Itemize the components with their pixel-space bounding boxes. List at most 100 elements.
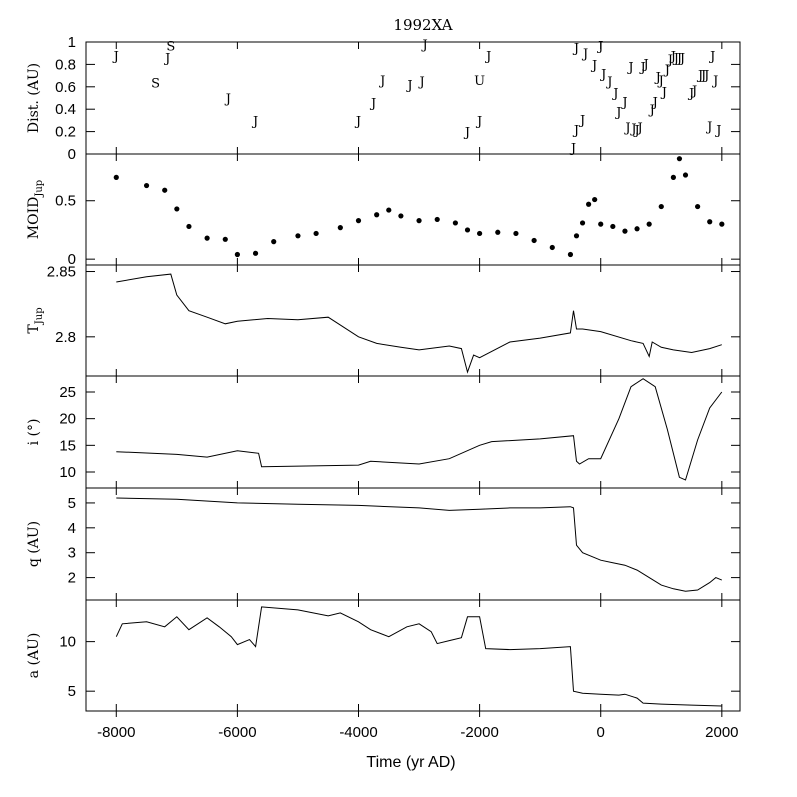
moid-point [477,230,483,237]
encounter-label: J [690,84,697,99]
y-tick-label-tjup: 2.8 [55,329,76,346]
encounter-label: J [654,71,661,86]
moid-point [586,201,592,207]
y-tick-label-a: 10 [59,634,76,651]
moid-point [174,206,180,212]
encounter-label: J [642,57,649,72]
panel-frame-q [85,487,741,601]
panel-inc: 10 15 20 25 i (°) [26,375,741,489]
y-tick-label-q: 5 [68,495,76,512]
moid-point [676,156,683,162]
panel-q: 2 3 4 5 q (AU) [26,487,741,601]
y-tick-label-inc: 25 [59,384,76,401]
y-tick-label-moid: 0.5 [55,193,76,210]
moid-point [143,182,150,189]
encounter-label: J [666,53,673,68]
moid-point [252,250,259,256]
series-line-tjup [116,273,722,374]
encounter-label: J [405,79,412,94]
y-tick-label-dist: 0.4 [55,101,76,118]
encounter-label: J [224,92,231,107]
y-tick-label-dist: 0.8 [55,56,76,73]
series-line-q [116,497,722,592]
moid-point [670,174,676,180]
moid-point [295,233,301,239]
y-tick-label-inc: 15 [59,437,76,454]
encounter-label: J [687,86,694,101]
moid-point [634,226,640,232]
encounter-label: J [605,75,612,90]
moid-point [495,229,501,235]
encounter-label: J [611,86,618,101]
series-line-inc [116,378,723,481]
moid-point [658,203,664,210]
x-axis-label: Time (yr AD) [366,754,455,771]
moid-point [549,244,555,251]
moid-point [592,196,598,203]
moid-point [646,221,652,227]
encounter-label: J [378,74,385,89]
y-axis-label-a: a (AU) [26,633,42,679]
y-tick-label-dist: 0 [68,146,76,163]
moid-point [386,207,392,213]
encounter-label: J [463,126,470,141]
panel-frame-dist [85,41,741,155]
encounter-label: S [166,39,175,54]
y-tick-label-moid: 0 [68,251,76,268]
encounter-label: J [578,113,585,128]
moid-point [622,228,628,234]
y-tick-label-dist: 1 [68,34,76,51]
encounter-label: J [702,68,709,83]
series-line-a [115,606,722,707]
y-axis-label-dist: Dist. (AU) [26,63,42,133]
y-axis-label-sub-moid: Jup [34,180,45,198]
y-tick-label-dist: 0.6 [55,79,76,96]
x-tick-label: -2000 [460,724,498,741]
chart-title: 1992XA [393,16,452,34]
encounter-label: J [163,52,170,67]
moid-point [416,218,422,224]
encounter-label: J [251,114,258,129]
y-axis-label-q: q (AU) [26,521,42,567]
y-axis-label-main-moid: MOID [26,197,42,240]
encounter-label: J [660,85,667,100]
moid-point [707,219,713,225]
panel-frame-tjup [85,264,741,377]
panel-a: 5 10 a (AU) [26,599,741,712]
panel-frame-inc [85,375,741,489]
encounter-label: J [705,120,712,135]
encounter-label: J [639,61,646,76]
encounter-label: J [623,121,630,136]
encounter-label: J [632,123,639,138]
moid-point [610,223,616,230]
moid-point [162,187,168,193]
encounter-label: J [635,121,642,136]
y-tick-label-tjup: 2.85 [47,264,76,281]
moid-point [204,235,210,241]
encounter-label: J [572,42,579,57]
encounter-label: J [421,38,428,53]
y-tick-label-q: 3 [68,545,76,562]
encounter-label: J [651,95,658,110]
moid-point [719,221,725,227]
encounter-label: J [663,63,670,78]
encounter-label: J [626,61,633,76]
moid-point [695,203,701,210]
encounter-label: J [475,114,482,129]
panel-moid: 0 0.5 MOIDJup [26,153,741,268]
y-axis-label-main-q: q (AU) [26,521,42,567]
y-tick-label-dist: 0.2 [55,124,76,141]
encounter-label: J [417,75,424,90]
y-tick-label-q: 4 [68,520,76,537]
encounter-label: J [614,105,621,120]
encounter-label: J [596,39,603,54]
encounter-label: J [648,103,655,118]
moid-point [452,220,458,226]
encounter-label: J [711,74,718,89]
y-axis-label-main-inc: i (°) [26,419,42,446]
encounter-label: J [620,95,627,110]
encounter-label: J [354,114,361,129]
